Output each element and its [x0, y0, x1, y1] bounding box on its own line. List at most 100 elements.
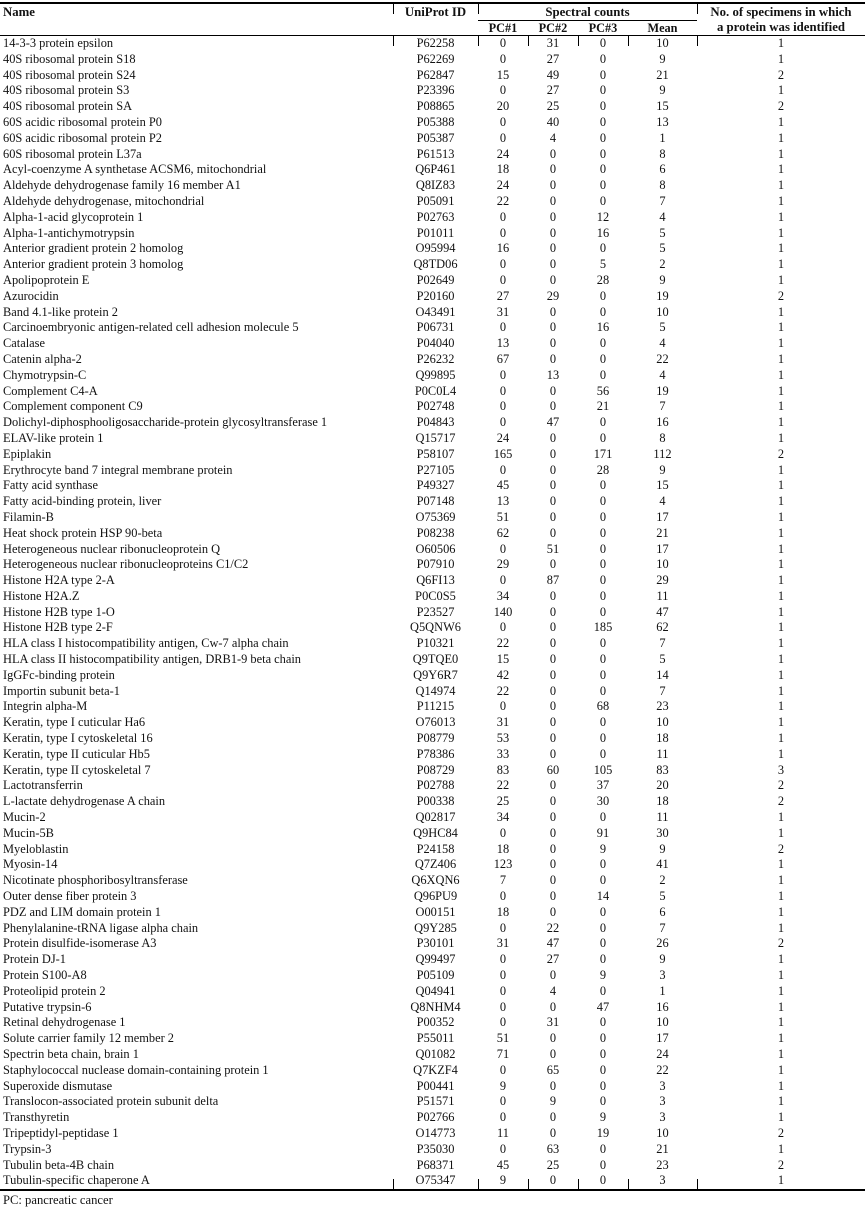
cell-uniprot: P49327 — [416, 478, 455, 493]
cell-specimens: 1 — [777, 272, 785, 287]
cell-pc2: 22 — [546, 920, 560, 935]
cell-uniprot: O14773 — [415, 1125, 456, 1140]
cell-pc1: 0 — [499, 952, 507, 967]
cell-name: Spectrin beta chain, brain 1 — [3, 1047, 139, 1061]
cell-uniprot: P07910 — [416, 557, 455, 572]
cell-mean: 15 — [656, 478, 669, 493]
cell-pc3: 0 — [599, 67, 607, 82]
cell-pc1: 22 — [496, 636, 510, 651]
cell-pc1: 67 — [496, 351, 510, 366]
cell-specimens: 1 — [777, 225, 785, 240]
cell-pc1: 15 — [496, 67, 510, 82]
cell-mean: 24 — [656, 1047, 669, 1061]
cell-specimens: 1 — [777, 557, 785, 572]
table-row: Tubulin-specific chaperone A O75347 9 0 0 3 1 — [0, 1173, 865, 1191]
cell-specimens: 2 — [777, 1157, 785, 1172]
table-row: Outer dense fiber protein 3 Q96PU9 0 0 14 5 1 — [0, 889, 865, 905]
cell-pc3: 0 — [599, 193, 607, 208]
table-row: Heterogeneous nuclear ribonucleoprotein … — [0, 542, 865, 558]
cell-name: Apolipoprotein E — [3, 272, 90, 287]
cell-pc3: 5 — [599, 257, 607, 272]
cell-pc3: 0 — [599, 162, 607, 177]
cell-uniprot: P00338 — [416, 794, 455, 809]
cell-pc3: 0 — [599, 509, 607, 524]
cell-pc3: 28 — [596, 462, 610, 477]
cell-pc1: 71 — [496, 1047, 510, 1061]
cell-name: Putative trypsin-6 — [3, 999, 92, 1014]
cell-specimens: 1 — [777, 462, 785, 477]
cell-pc2: 0 — [549, 225, 557, 240]
cell-specimens: 1 — [777, 920, 785, 935]
cell-pc2: 25 — [546, 99, 560, 114]
cell-pc3: 0 — [599, 952, 607, 967]
cell-name: Anterior gradient protein 3 homolog — [3, 257, 184, 272]
cell-pc3: 0 — [599, 667, 607, 682]
cell-name: 40S ribosomal protein SA — [3, 99, 133, 114]
cell-pc1: 29 — [496, 557, 510, 572]
cell-pc3: 0 — [599, 920, 607, 935]
cell-pc3: 0 — [599, 430, 607, 445]
cell-mean: 17 — [656, 1031, 669, 1046]
cell-uniprot: P08779 — [416, 731, 455, 746]
cell-mean: 112 — [653, 446, 672, 461]
cell-pc3: 0 — [599, 936, 607, 951]
cell-pc1: 24 — [496, 146, 510, 161]
cell-mean: 1 — [659, 983, 666, 998]
table-row: Importin subunit beta-1 Q14974 22 0 0 7 1 — [0, 684, 865, 700]
cell-uniprot: P78386 — [416, 746, 455, 761]
column-group-header-spectral-counts: Spectral counts — [478, 3, 697, 21]
cell-mean: 6 — [659, 904, 666, 919]
cell-pc1: 0 — [499, 1141, 507, 1156]
table-row: 40S ribosomal protein S3 P23396 0 27 0 9 1 — [0, 83, 865, 99]
cell-mean: 4 — [659, 494, 666, 509]
cell-specimens: 1 — [777, 241, 785, 256]
cell-pc3: 56 — [596, 383, 610, 398]
cell-name: Azurocidin — [3, 288, 59, 303]
cell-name: Dolichyl-diphosphooligosaccharide-protei… — [3, 415, 328, 430]
cell-uniprot: Q01082 — [415, 1047, 456, 1061]
cell-pc1: 13 — [496, 336, 510, 351]
table-row: Carcinoembryonic antigen-related cell ad… — [0, 320, 865, 336]
cell-pc1: 9 — [499, 1078, 507, 1093]
cell-uniprot: P0C0S5 — [415, 588, 456, 603]
cell-name: Proteolipid protein 2 — [3, 983, 106, 998]
cell-uniprot: P08865 — [416, 99, 455, 114]
cell-specimens: 2 — [777, 288, 785, 303]
table-row: Anterior gradient protein 2 homolog O9599… — [0, 241, 865, 257]
cell-specimens: 1 — [777, 699, 785, 714]
cell-uniprot: P04040 — [416, 336, 455, 351]
cell-specimens: 1 — [777, 1141, 785, 1156]
cell-pc3: 9 — [599, 1110, 607, 1125]
cell-specimens: 1 — [697, 1173, 865, 1191]
cell-pc2: 0 — [549, 604, 557, 619]
cell-uniprot: Q7Z406 — [414, 857, 457, 872]
cell-mean: 8 — [659, 430, 666, 445]
cell-uniprot: P01011 — [416, 225, 455, 240]
cell-pc1: 62 — [496, 525, 510, 540]
cell-pc2: 0 — [549, 557, 557, 572]
cell-pc3: 0 — [599, 983, 607, 998]
cell-name: Alpha-1-antichymotrypsin — [3, 225, 135, 240]
table-row: HLA class II histocompatibility antigen,… — [0, 652, 865, 668]
cell-name: ELAV-like protein 1 — [3, 430, 104, 445]
cell-uniprot: P00352 — [416, 1015, 455, 1030]
table-row: Acyl-coenzyme A synthetase ACSM6, mitoch… — [0, 162, 865, 178]
cell-pc2: 0 — [549, 383, 557, 398]
cell-name: Complement C4-A — [3, 383, 98, 398]
cell-specimens: 1 — [777, 146, 785, 161]
cell-pc1: 0 — [499, 825, 507, 840]
cell-pc1: 0 — [499, 257, 507, 272]
table-row: IgGFc-binding protein Q9Y6R7 42 0 0 14 1 — [0, 668, 865, 684]
cell-mean: 30 — [656, 825, 669, 840]
table-row: Protein disulfide-isomerase A3 P30101 31 47… — [0, 936, 865, 952]
cell-name: Superoxide dismutase — [3, 1078, 113, 1093]
cell-name: 40S ribosomal protein S18 — [3, 51, 136, 66]
table-row: Fatty acid-binding protein, liver P07148 1… — [0, 494, 865, 510]
cell-uniprot: Q9TQE0 — [412, 652, 459, 667]
cell-specimens: 1 — [777, 399, 785, 414]
cell-name: Fatty acid-binding protein, liver — [3, 494, 162, 509]
cell-pc2: 27 — [546, 51, 560, 66]
cell-name: 40S ribosomal protein S3 — [3, 83, 130, 98]
table-row: Histone H2A type 2-A Q6FI13 0 87 0 29 1 — [0, 573, 865, 589]
